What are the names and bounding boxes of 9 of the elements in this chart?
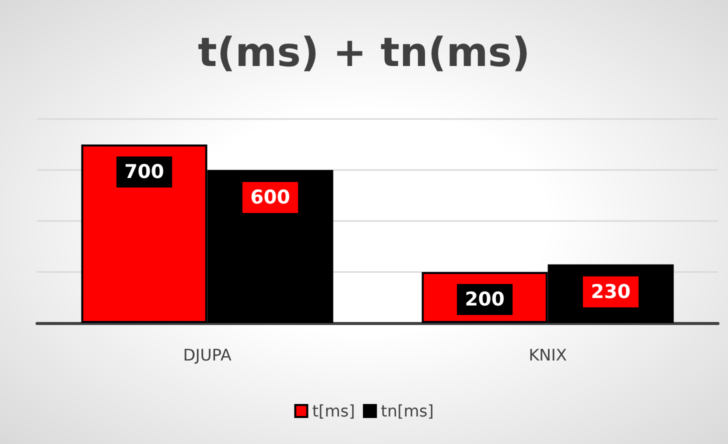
- data-label: 230: [590, 280, 631, 303]
- legend-label: tn[ms]: [380, 402, 434, 420]
- x-tick-label: KNIX: [528, 346, 567, 364]
- chart-title: t(ms) + tn(ms): [198, 30, 530, 76]
- data-label: 200: [464, 288, 505, 310]
- x-tick-label: DJUPA: [183, 346, 232, 364]
- data-label: 700: [124, 161, 164, 183]
- legend-label: t[ms]: [312, 402, 355, 420]
- data-label: 600: [250, 186, 290, 208]
